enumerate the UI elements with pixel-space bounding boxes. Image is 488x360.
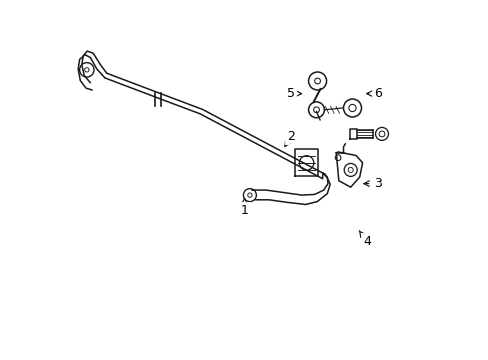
Text: 4: 4 [359,231,370,248]
Text: 3: 3 [363,177,381,190]
Text: 6: 6 [366,87,381,100]
Text: 2: 2 [284,130,295,147]
Text: 1: 1 [240,198,248,217]
Text: 5: 5 [287,87,301,100]
